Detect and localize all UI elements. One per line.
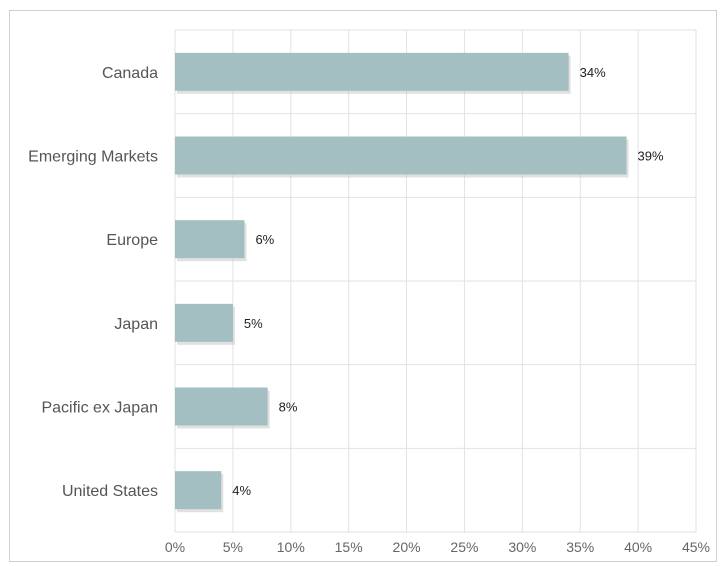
data-labels: 34% 39% 6% 5% 8% 4% bbox=[232, 65, 664, 498]
data-label-2: 6% bbox=[255, 232, 274, 247]
x-tick-label-9: 45% bbox=[682, 539, 710, 555]
bar-5 bbox=[175, 471, 222, 510]
category-label-1: Emerging Markets bbox=[28, 149, 158, 166]
bar-3 bbox=[175, 303, 233, 342]
data-label-4: 8% bbox=[279, 400, 298, 415]
x-tick-label-6: 30% bbox=[508, 539, 536, 555]
data-label-0: 34% bbox=[580, 65, 606, 80]
x-tick-label-2: 10% bbox=[277, 539, 305, 555]
x-tick-label-8: 40% bbox=[624, 539, 652, 555]
x-tick-label-7: 35% bbox=[566, 539, 594, 555]
category-label-3: Japan bbox=[114, 316, 158, 333]
x-tick-label-1: 5% bbox=[223, 539, 243, 555]
chart-frame bbox=[9, 10, 717, 562]
bars bbox=[175, 52, 629, 513]
category-label-4: Pacific ex Japan bbox=[41, 400, 158, 417]
x-axis-ticks: 0% 5% 10% 15% 20% 25% 30% 35% 40% 45% bbox=[165, 539, 710, 555]
x-tick-label-3: 15% bbox=[335, 539, 363, 555]
x-tick-label-4: 20% bbox=[393, 539, 421, 555]
category-label-2: Europe bbox=[106, 232, 158, 249]
category-label-0: Canada bbox=[102, 65, 158, 82]
category-labels: Canada Emerging Markets Europe Japan Pacific… bbox=[28, 65, 158, 500]
data-label-5: 4% bbox=[232, 483, 251, 498]
gridlines bbox=[174, 29, 697, 533]
bar-0 bbox=[175, 52, 569, 91]
data-label-3: 5% bbox=[244, 316, 263, 331]
bar-1 bbox=[175, 136, 627, 175]
data-label-1: 39% bbox=[638, 149, 664, 164]
bar-2 bbox=[175, 220, 245, 259]
category-label-5: United States bbox=[62, 483, 158, 500]
x-tick-label-0: 0% bbox=[165, 539, 185, 555]
x-tick-label-5: 25% bbox=[450, 539, 478, 555]
bar-4 bbox=[175, 387, 268, 426]
